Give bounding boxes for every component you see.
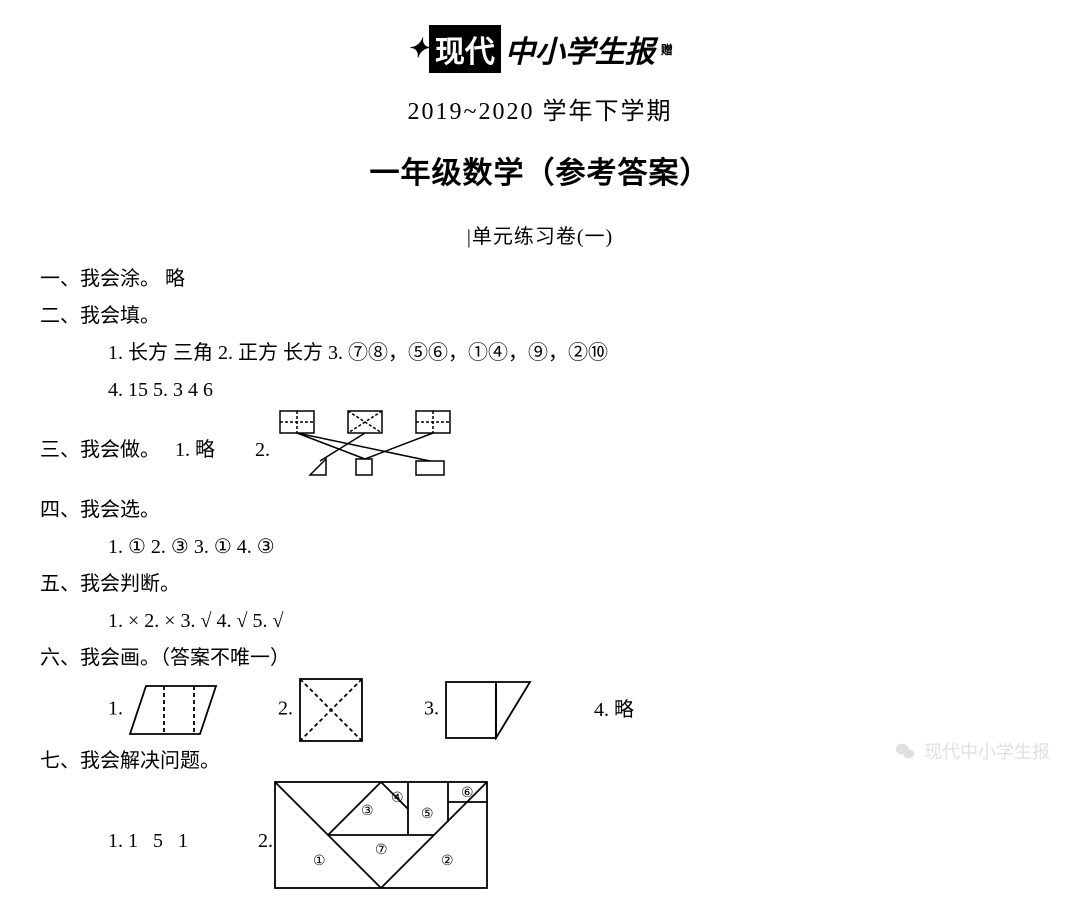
square-triangle-diagram [444, 680, 534, 740]
s6-item4: 4. 略 [594, 692, 634, 729]
s6-item2: 2. [278, 677, 364, 743]
svg-text:⑥: ⑥ [461, 786, 474, 801]
s2-line1: 1. 长方 三角 2. 正方 长方 3. ⑦⑧，⑤⑥，①④，⑨，②⑩ [40, 335, 1040, 372]
section-1: 一、我会涂。 略 [40, 261, 1040, 298]
logo-star-icon: ✦ [407, 34, 429, 64]
svg-text:③: ③ [361, 804, 374, 819]
masthead: ✦ 现代 中小学生报 赠 [40, 25, 1040, 73]
s7-row: 1. 1 5 1 2. [40, 780, 1040, 903]
section-7: 七、我会解决问题。 [40, 743, 1040, 780]
s6-item1: 1. [108, 682, 218, 738]
wechat-icon [894, 740, 916, 762]
s5-line1: 1. × 2. × 3. √ 4. √ 5. √ [40, 603, 1040, 640]
parallelogram-diagram [128, 682, 218, 738]
watermark-text: 现代中小学生报 [924, 738, 1050, 764]
section-2: 二、我会填。 [40, 298, 1040, 335]
square-x-diagram [298, 677, 364, 743]
svg-text:④: ④ [391, 791, 404, 806]
svg-text:⑦: ⑦ [375, 843, 388, 858]
unit-heading: |单元练习卷(一) [40, 220, 1040, 249]
s2-line2: 4. 15 5. 3 4 6 [40, 372, 1040, 409]
s4-line1: 1. ① 2. ③ 3. ① 4. ③ [40, 529, 1040, 566]
doc-title: 一年级数学（参考答案） [40, 148, 1040, 192]
svg-text:②: ② [441, 854, 454, 869]
s7-line1: 1. 1 5 1 2. [108, 823, 273, 860]
answer-content: 一、我会涂。 略 二、我会填。 1. 长方 三角 2. 正方 长方 3. ⑦⑧，… [40, 261, 1040, 903]
matching-diagram [270, 409, 460, 492]
masthead-sub: 赠 [661, 41, 673, 58]
masthead-boxed: 现代 [429, 25, 501, 73]
section-3-text: 三、我会做。 1. 略 2. [40, 432, 270, 469]
s6-label-3: 3. [424, 698, 439, 720]
tangram-diagram: ① ② ③ ④ ⑤ ⑥ ⑦ [273, 780, 489, 903]
section-3-row: 三、我会做。 1. 略 2. [40, 409, 1040, 492]
masthead-rest: 中小学生报 [505, 27, 655, 71]
s6-item3: 3. [424, 680, 534, 740]
section-4: 四、我会选。 [40, 492, 1040, 529]
section-5: 五、我会判断。 [40, 566, 1040, 603]
s6-label-1: 1. [108, 698, 123, 720]
watermark: 现代中小学生报 [894, 738, 1050, 764]
section-6: 六、我会画。（答案不唯一） [40, 640, 1040, 677]
s6-label-2: 2. [278, 698, 293, 720]
semester-line: 2019~2020 学年下学期 [40, 91, 1040, 126]
s6-row: 1. 2. [40, 677, 1040, 743]
svg-text:①: ① [313, 854, 326, 869]
